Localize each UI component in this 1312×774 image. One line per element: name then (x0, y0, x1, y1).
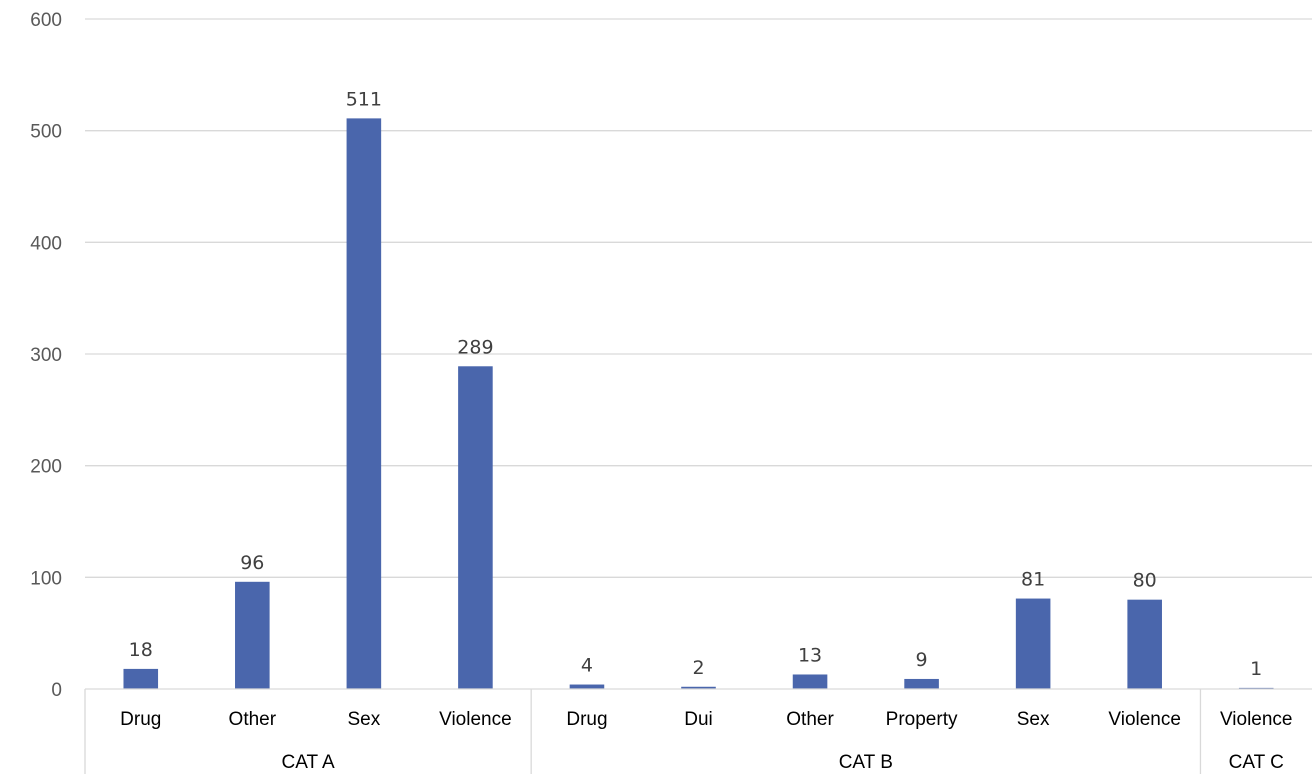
x-category-label: Drug (566, 709, 607, 730)
data-label: 80 (1133, 570, 1157, 592)
data-label: 13 (798, 644, 822, 666)
bar (681, 686, 716, 689)
bar (904, 678, 939, 689)
data-label: 9 (916, 649, 928, 671)
y-tick-label: 600 (30, 10, 62, 31)
bar (235, 581, 270, 689)
y-tick-label: 500 (30, 122, 62, 143)
bar (458, 366, 493, 689)
data-label: 18 (129, 639, 153, 661)
y-tick-label: 300 (30, 345, 62, 366)
gridlines (85, 18, 1312, 578)
x-category-label: Violence (439, 709, 512, 730)
x-category-label: Sex (347, 709, 380, 730)
data-label: 289 (457, 336, 493, 358)
data-label: 81 (1021, 569, 1045, 591)
data-label: 4 (581, 655, 593, 677)
bar (792, 674, 828, 689)
y-tick-label: 0 (51, 680, 62, 701)
x-category-label: Violence (1108, 709, 1181, 730)
x-category-label: Drug (120, 709, 161, 730)
y-axis-ticks: 0 100 200 300 400 500 600 (30, 10, 62, 701)
x-category-label: Property (886, 709, 958, 730)
bar (346, 118, 382, 690)
x-category-label: Dui (684, 709, 713, 730)
x-axis: Drug Other Sex Violence CAT A Drug Dui Other Pro… (84, 688, 1312, 774)
y-tick-label: 200 (30, 457, 62, 478)
x-category-label: Violence (1220, 709, 1293, 730)
bars (123, 118, 1274, 690)
data-label: 511 (346, 88, 382, 110)
x-group-label: CAT C (1229, 752, 1284, 773)
x-category-label: Sex (1017, 709, 1050, 730)
bar (1127, 599, 1162, 689)
bar (569, 684, 605, 689)
y-tick-label: 400 (30, 233, 62, 254)
x-group-label: CAT A (282, 752, 335, 773)
y-tick-label: 100 (30, 568, 62, 589)
bar (123, 668, 159, 689)
data-label: 2 (692, 657, 704, 679)
x-category-label: Other (229, 709, 277, 730)
x-group-label: CAT B (839, 752, 893, 773)
data-label: 1 (1250, 658, 1262, 680)
x-category-label: Other (786, 709, 834, 730)
bar (1015, 598, 1051, 689)
data-labels: 18 96 511 289 4 2 13 9 81 80 1 (129, 88, 1263, 680)
data-label: 96 (240, 552, 264, 574)
